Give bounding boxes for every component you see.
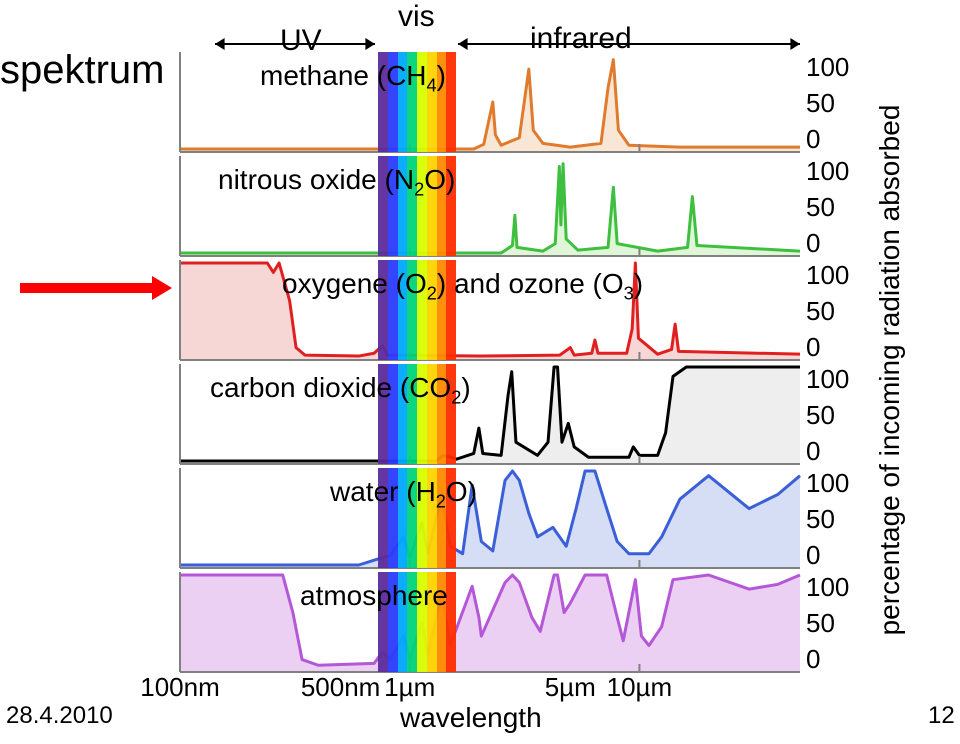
ytick-h2o-100: 100	[806, 468, 849, 499]
uv-range-arrow	[205, 34, 385, 54]
highlight-arrow-icon	[20, 273, 192, 303]
y-axis-label: percentage of incoming radiation absorbe…	[874, 105, 906, 636]
panel-atmosphere	[180, 572, 800, 672]
ytick-h2o-50: 50	[806, 504, 835, 535]
xtick-2: 1µm	[384, 672, 435, 703]
series-label-co2: carbon dioxide (CO2)	[210, 372, 471, 409]
ytick-methane-50: 50	[806, 88, 835, 119]
page-title: spektrum	[0, 48, 165, 93]
xtick-0: 100nm	[140, 672, 220, 703]
ytick-n2o-0: 0	[806, 228, 820, 259]
ytick-co2-100: 100	[806, 364, 849, 395]
xtick-4: 10µm	[607, 672, 673, 703]
series-label-methane: methane (CH4)	[260, 60, 446, 97]
ytick-methane-0: 0	[806, 124, 820, 155]
panel-h2o	[180, 468, 800, 568]
ytick-n2o-50: 50	[806, 192, 835, 223]
footer-date: 28.4.2010	[6, 702, 113, 730]
ytick-h2o-0: 0	[806, 540, 820, 571]
series-label-atmosphere: atmosphere	[300, 580, 448, 612]
footer-page: 12	[928, 702, 955, 730]
xtick-1: 500nm	[301, 672, 381, 703]
ytick-atmosphere-0: 0	[806, 644, 820, 675]
series-label-n2o: nitrous oxide (N2O)	[218, 164, 455, 201]
ytick-methane-100: 100	[806, 52, 849, 83]
series-label-h2o: water (H2O)	[330, 476, 477, 513]
ytick-o2o3-50: 50	[806, 296, 835, 327]
ytick-co2-0: 0	[806, 436, 820, 467]
ytick-atmosphere-50: 50	[806, 608, 835, 639]
ytick-o2o3-0: 0	[806, 332, 820, 363]
series-label-o2o3: oxygene (O2) and ozone (O3)	[282, 268, 643, 305]
xtick-3: 5µm	[545, 672, 596, 703]
ytick-atmosphere-100: 100	[806, 572, 849, 603]
ir-range-arrow	[448, 34, 810, 54]
ytick-co2-50: 50	[806, 400, 835, 431]
region-label-vis: vis	[398, 0, 435, 34]
x-axis-label: wavelength	[400, 702, 542, 734]
ytick-o2o3-100: 100	[806, 260, 849, 291]
ytick-n2o-100: 100	[806, 156, 849, 187]
